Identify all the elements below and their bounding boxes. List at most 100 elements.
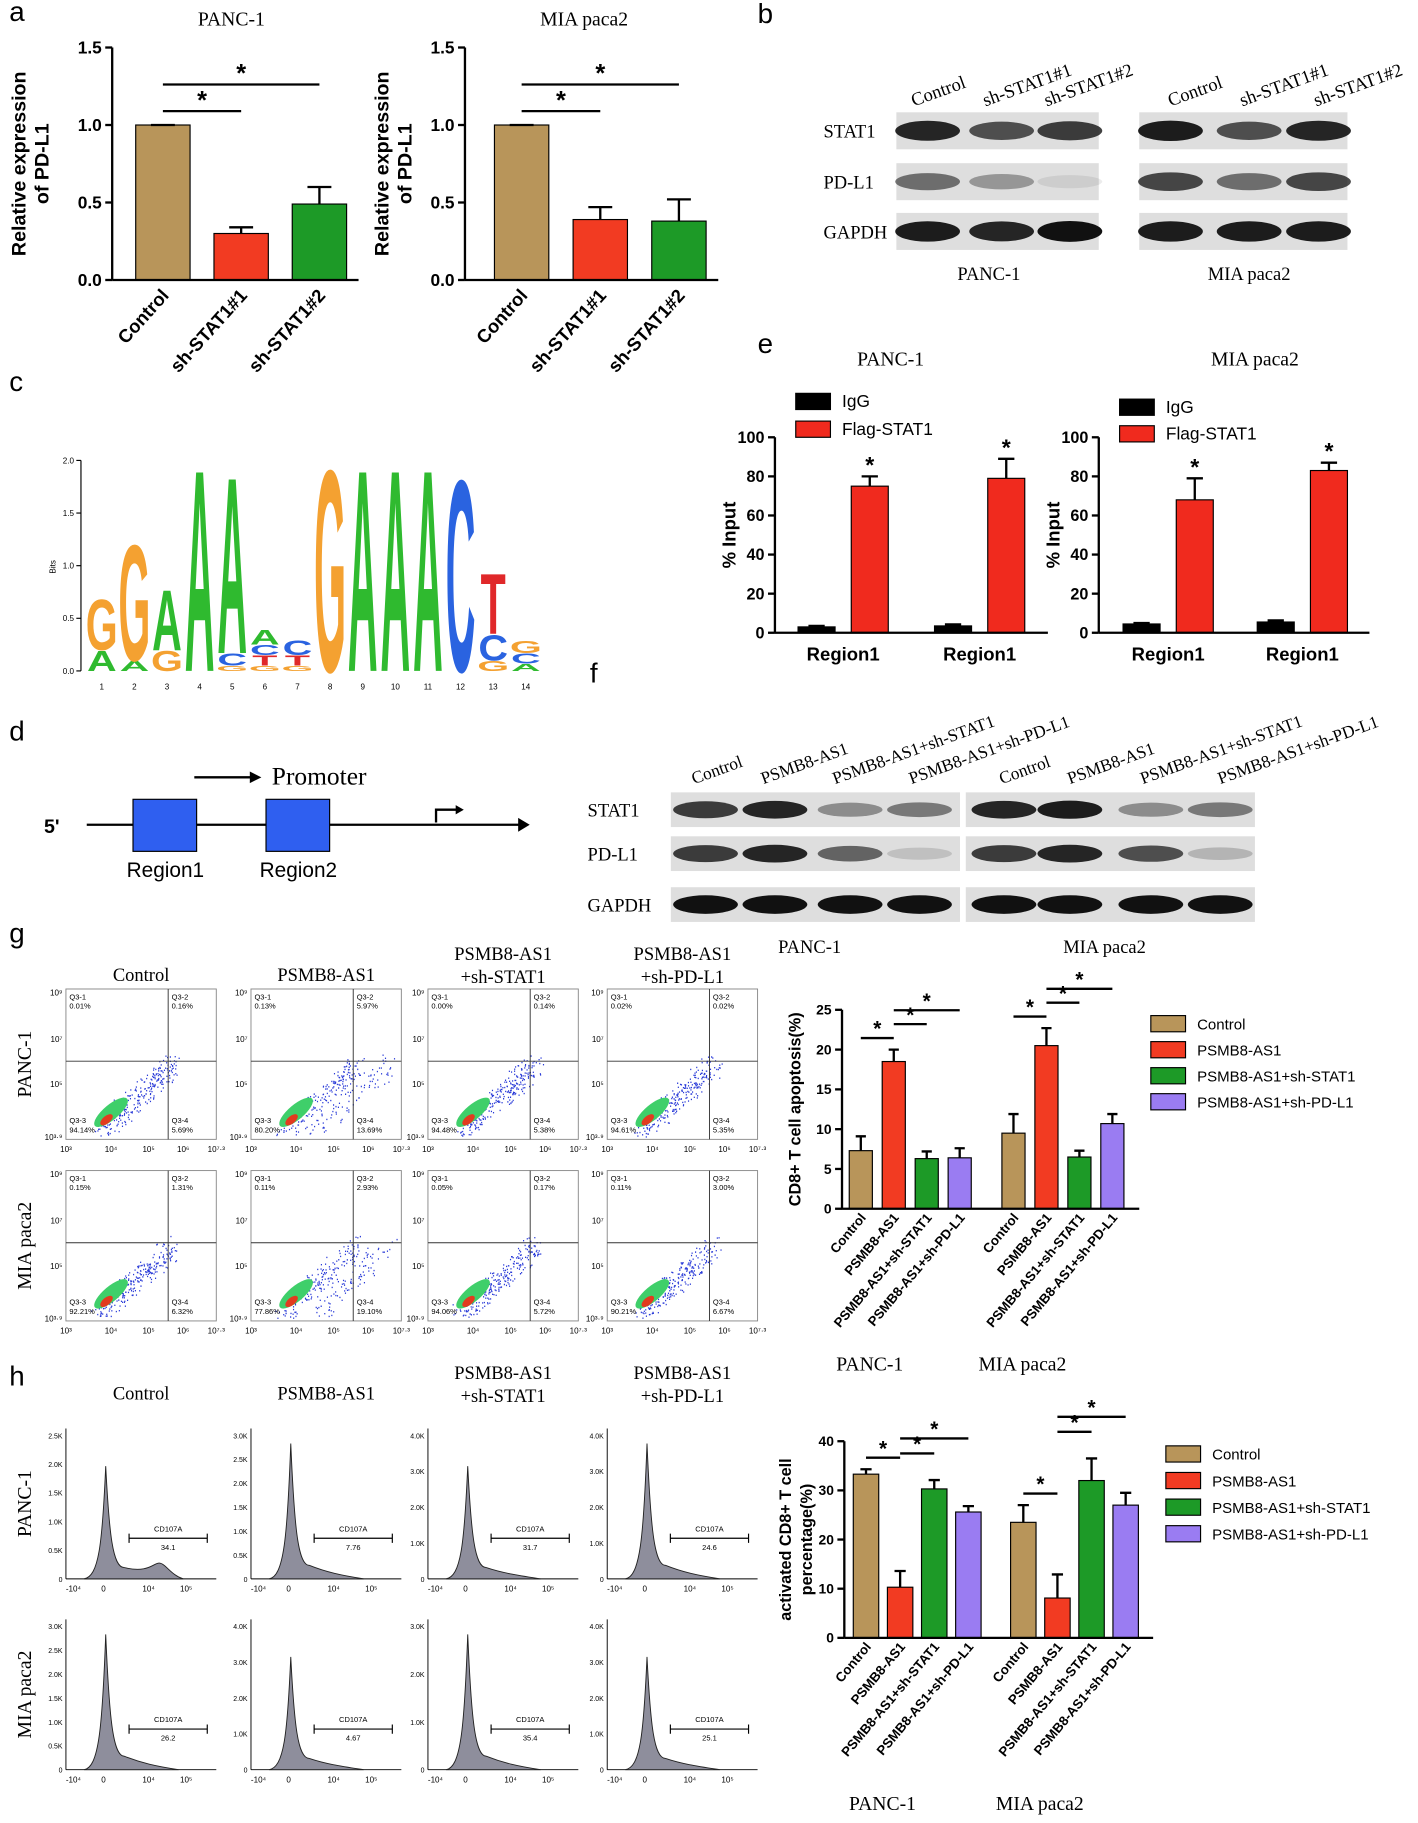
legend-swatch: [1150, 1093, 1187, 1111]
error-bar: [1186, 477, 1203, 500]
gate-bar: [128, 1533, 208, 1543]
x-tick-label: 10³: [422, 1327, 434, 1336]
x-tick-label: 10⁶: [539, 1327, 551, 1336]
legend-swatch: [1165, 1445, 1202, 1463]
blot-band: [971, 800, 1037, 819]
blot-band: [1138, 221, 1203, 242]
quadrant-name: Q3-2: [713, 1174, 730, 1183]
quadrant-percent: 80.20%: [254, 1125, 280, 1134]
gate-percent: 35.4: [523, 1734, 538, 1743]
blot-band: [817, 895, 883, 914]
gate-bar: [313, 1724, 393, 1734]
quadrant-percent: 94.14%: [69, 1125, 95, 1134]
blot-band: [895, 120, 960, 141]
error-bar: [808, 624, 825, 628]
quadrant-percent: 5.38%: [534, 1125, 556, 1134]
blot-column-label: Control: [689, 752, 745, 788]
y-tick-label: 4.0K: [589, 1624, 604, 1631]
motif-letter: G: [151, 645, 183, 677]
y-tick-label: 20: [747, 585, 765, 603]
y-axis-label: activated CD8+ T cell: [777, 1458, 795, 1620]
y-tick-label: 10⁷: [51, 1217, 63, 1226]
arrow-head: [455, 805, 464, 815]
x-tick-label: 2: [132, 682, 137, 691]
x-tick-label: 10⁷·³: [570, 1327, 588, 1336]
x-tick-label: 0: [643, 1585, 648, 1594]
quadrant-percent: 0.02%: [611, 1002, 633, 1011]
gate-name: CD107A: [154, 1524, 182, 1533]
gate-percent: 34.1: [161, 1543, 176, 1552]
x-tick-label: 11: [424, 682, 433, 691]
error-bar: [944, 623, 962, 626]
plot-frame: [250, 988, 402, 1140]
bar: [1100, 1123, 1125, 1210]
gate-bar: [669, 1533, 750, 1543]
quadrant-name: Q3-2: [534, 1174, 551, 1183]
x-tick-label: 0: [286, 1585, 291, 1594]
y-tick-label: 2.5K: [233, 1457, 248, 1464]
x-tick-label: Region1: [943, 644, 1016, 665]
bar: [987, 477, 1026, 634]
significance-star: *: [1036, 1473, 1045, 1496]
x-tick-label: 1: [100, 682, 105, 691]
x-tick-label: 4: [197, 682, 202, 691]
y-tick-label: 10⁹: [591, 1170, 603, 1179]
y-tick-label: 2.5K: [48, 1648, 63, 1655]
motif-letter: C: [511, 650, 541, 666]
quadrant-name: Q3-4: [713, 1116, 730, 1125]
x-tick-label: -10⁴: [66, 1775, 82, 1784]
error-bar: [861, 475, 878, 487]
motif-letter: C: [250, 642, 280, 658]
blot-band: [742, 895, 808, 914]
row-label: PANC-1: [14, 1031, 36, 1098]
y-tick-label: 10⁵: [235, 1080, 247, 1089]
blot-band: [1216, 173, 1282, 191]
blot-cell-label: PANC-1: [778, 938, 841, 958]
y-tick-label: 0.0: [430, 270, 454, 290]
x-tick-label: 10⁴: [105, 1327, 118, 1336]
bar: [1309, 469, 1349, 634]
panel-label: g: [9, 918, 24, 949]
group-label: PANC-1: [836, 1354, 903, 1376]
motif-letter: T: [285, 653, 310, 669]
blot-row-label: PD-L1: [824, 174, 874, 194]
x-tick-label: -10⁴: [607, 1585, 623, 1594]
quadrant-percent: 94.06%: [431, 1307, 457, 1316]
y-tick-label: 0: [421, 1768, 425, 1775]
motif-letter: G: [86, 586, 118, 666]
x-tick-label: 10⁷·³: [570, 1145, 588, 1154]
x-tick-label: 10⁴: [142, 1585, 155, 1594]
y-tick-label: 10³·⁹: [45, 1314, 63, 1323]
column-header: PSMB8-AS1: [454, 945, 552, 965]
plot-frame: [427, 988, 579, 1140]
column-header: PSMB8-AS1: [454, 1364, 552, 1384]
bar: [881, 1060, 906, 1210]
quadrant-percent: 0.01%: [69, 1002, 91, 1011]
region-box: [132, 798, 198, 852]
panel-label: e: [758, 328, 773, 359]
y-tick-label: 10⁷: [236, 1035, 248, 1044]
density-peak: [285, 1295, 298, 1308]
x-tick-label: 10⁵: [542, 1585, 554, 1594]
x-tick-label: 10⁶: [539, 1145, 551, 1154]
y-axis-label: of PD-L1: [395, 123, 417, 204]
x-tick-label: 10³: [245, 1327, 257, 1336]
quadrant-name: Q3-1: [431, 992, 448, 1001]
region-label: Region1: [127, 859, 204, 882]
quadrant-name: Q3-2: [172, 992, 189, 1001]
bar: [1034, 1045, 1059, 1210]
blot-band: [673, 801, 738, 819]
motif-letter: C: [217, 650, 247, 670]
quadrant-name: Q3-4: [534, 1116, 551, 1125]
quadrant-percent: 77.86%: [254, 1307, 280, 1316]
blot-band: [1037, 800, 1103, 819]
gate-bar: [128, 1724, 208, 1734]
bar: [135, 124, 191, 281]
bar: [291, 203, 348, 281]
y-tick-label: 10³·⁹: [586, 1314, 604, 1323]
quadrant-name: Q3-1: [611, 992, 628, 1001]
significance-star: *: [923, 990, 932, 1013]
legend-label: PSMB8-AS1+sh-STAT1: [1212, 1500, 1370, 1517]
x-tick-label: 10⁵: [365, 1775, 377, 1784]
row-label: PANC-1: [14, 1470, 36, 1537]
